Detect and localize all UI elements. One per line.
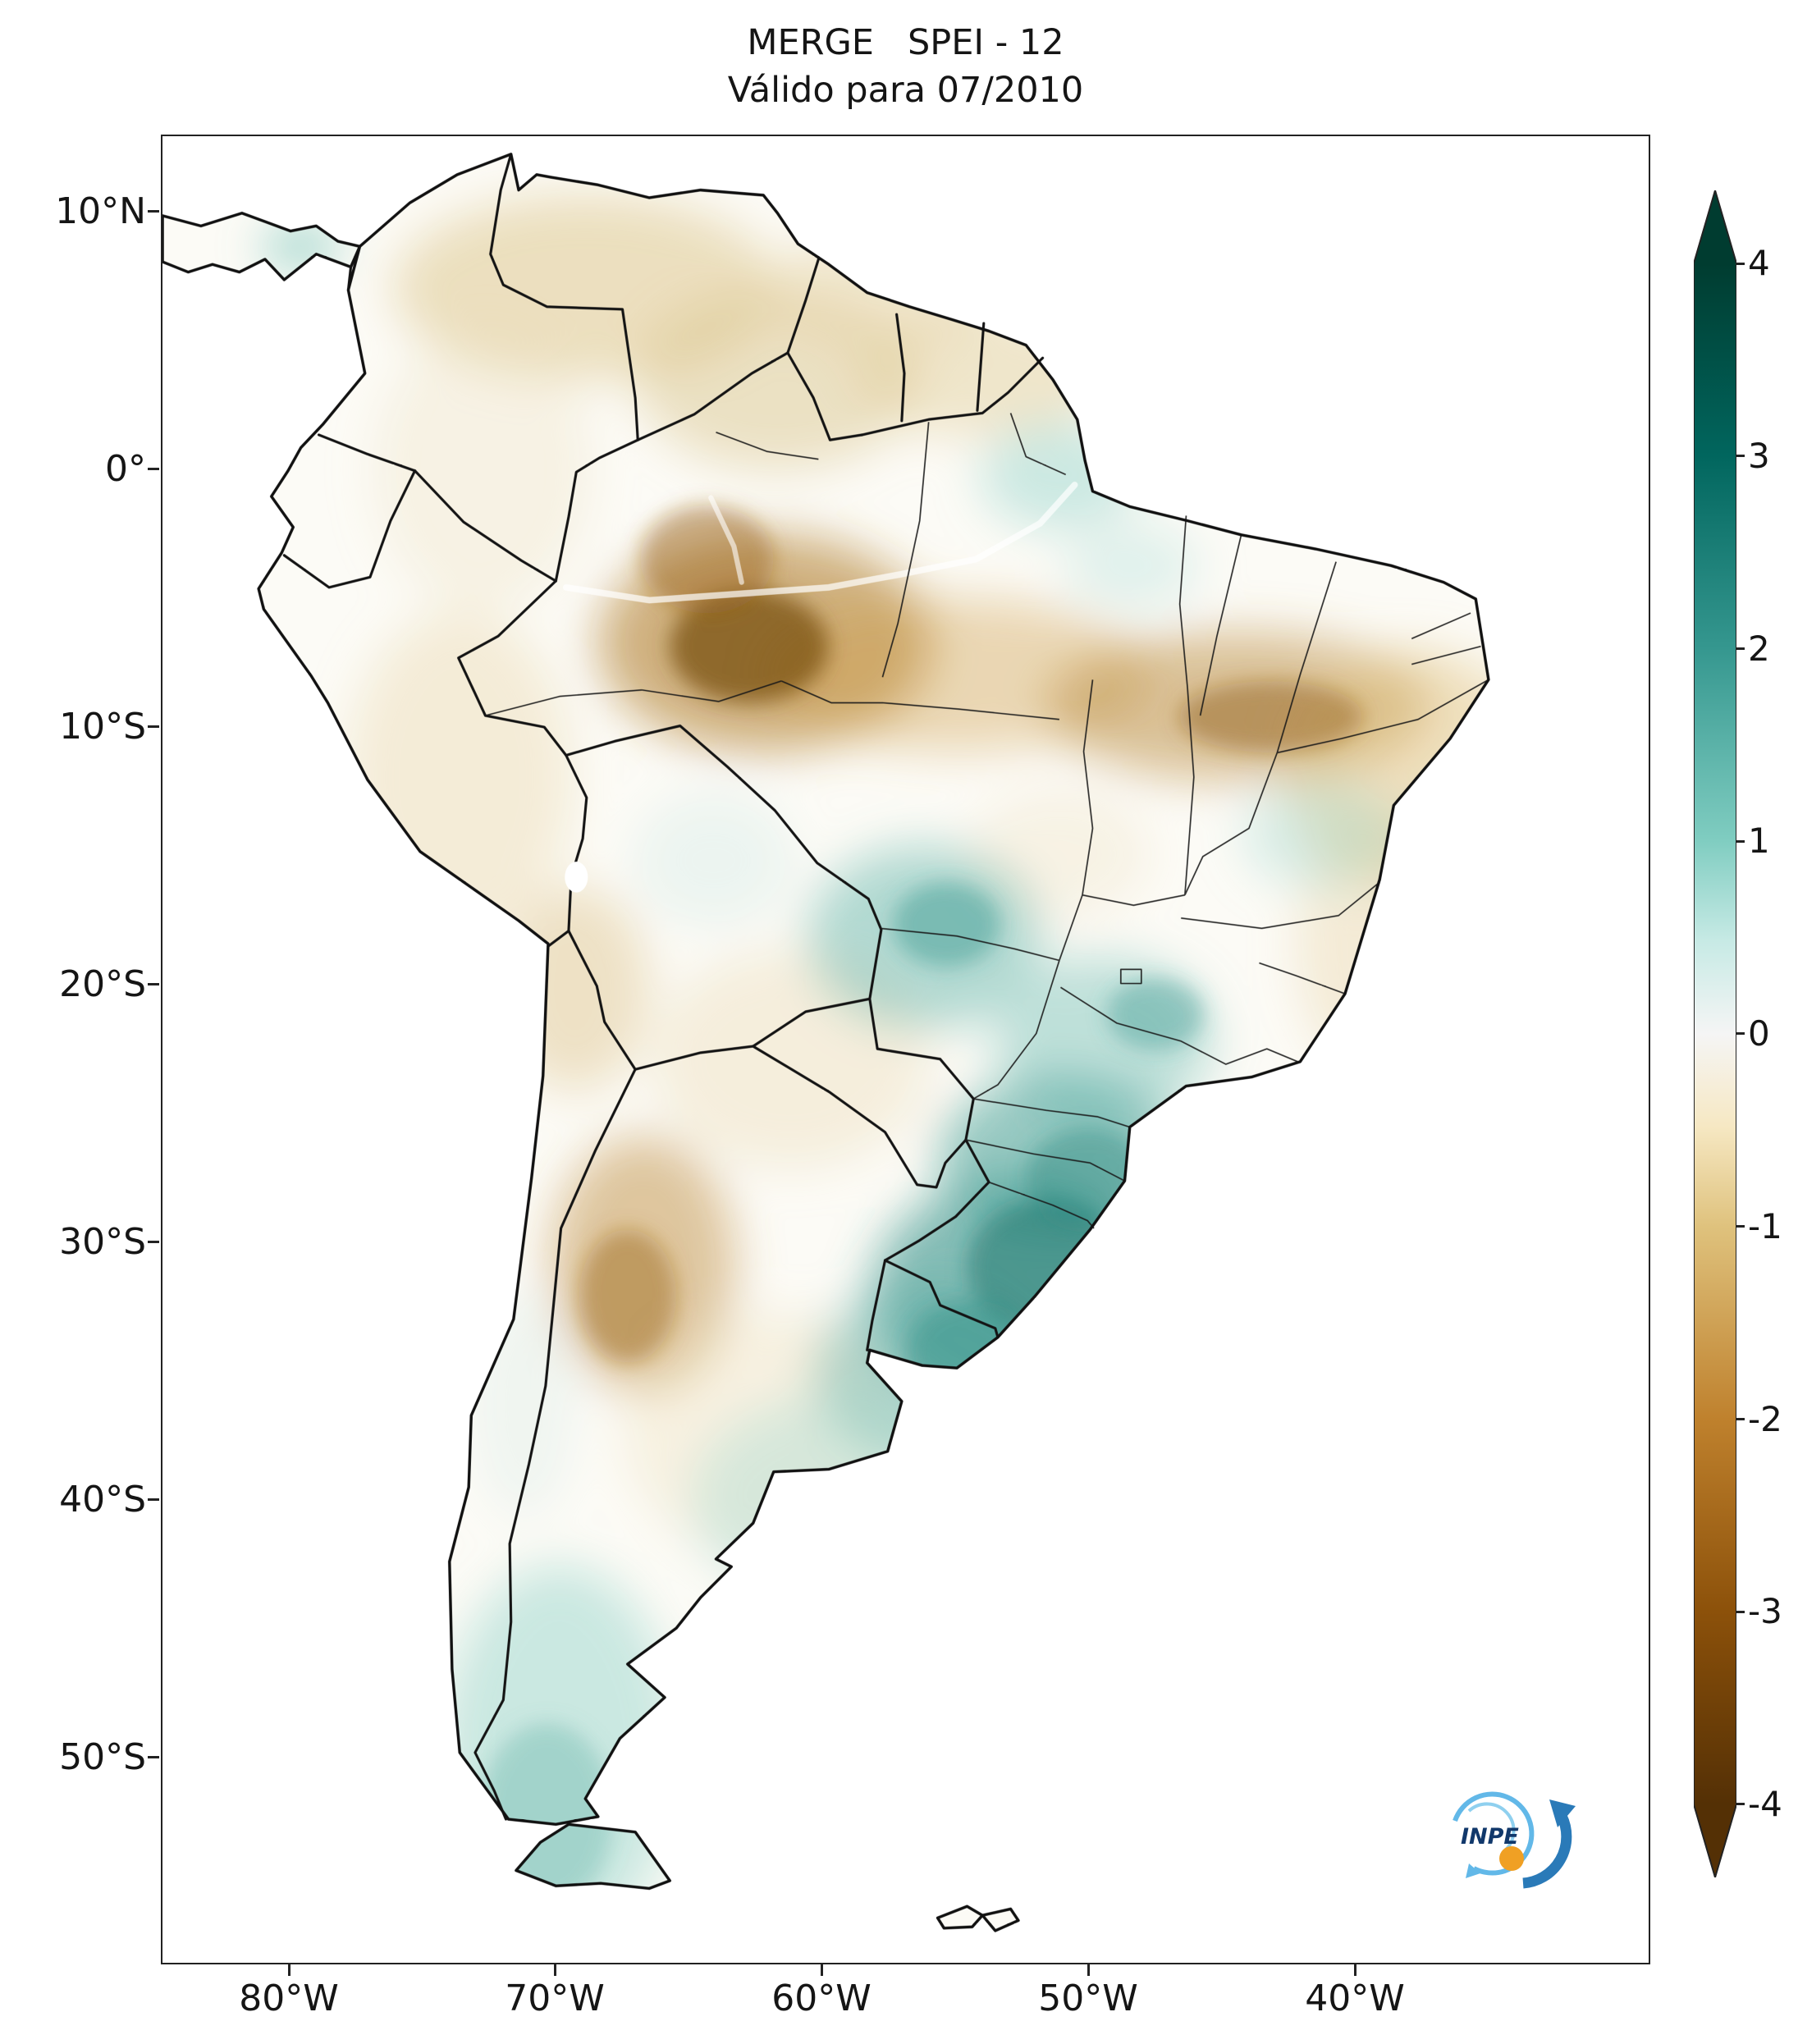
spei-raster-layer [262,194,1489,1889]
y-tick-label: 10°S [59,706,146,748]
spei-broad-anomalies [262,194,1489,1889]
colorbar-tick-label: -2 [1748,1399,1782,1439]
colorbar-tick-label: -3 [1748,1591,1782,1631]
y-tick-mark [148,210,159,213]
colorbar-tick-mark [1736,647,1745,650]
y-tick-label: 10°N [55,190,146,232]
y-tick-label: 50°S [59,1736,146,1778]
y-tick-mark [148,1498,159,1501]
colorbar-tick-label: 1 [1748,821,1770,861]
colorbar-tick-label: -4 [1748,1784,1782,1824]
x-tick-mark [1354,1964,1357,1976]
spei-anomaly-cores [480,505,1363,1889]
coastline [162,153,1490,1932]
colorbar [1694,190,1736,1877]
state-borders [485,413,1489,1229]
x-tick-label: 60°W [771,1978,872,2019]
map-plot-area: INPE [161,135,1650,1964]
south-america-spei-map [162,153,1490,1932]
inpe-logo-orange-dot [1499,1846,1524,1871]
x-tick-mark [554,1964,556,1976]
y-tick-label: 40°S [59,1479,146,1520]
x-tick-mark [821,1964,823,1976]
x-tick-mark [1087,1964,1090,1976]
colorbar-tick-label: 4 [1748,243,1770,283]
colorbar-tick-label: 0 [1748,1013,1770,1054]
y-tick-mark [148,1756,159,1758]
colorbar-tick-mark [1736,1418,1745,1420]
y-tick-mark [148,1241,159,1243]
colorbar-tick-mark [1736,263,1745,265]
colorbar-tick-mark [1736,1032,1745,1035]
colorbar-tick-mark [1736,1611,1745,1613]
colorbar-tick-label: -1 [1748,1206,1782,1246]
y-tick-label: 20°S [59,963,146,1005]
inpe-logo: INPE [1453,1791,1576,1889]
x-tick-label: 40°W [1305,1978,1405,2019]
figure-subtitle: Válido para 07/2010 [727,70,1084,111]
inpe-logo-text: INPE [1461,1824,1519,1850]
x-tick-label: 50°W [1038,1978,1138,2019]
country-borders [282,153,1045,1821]
x-tick-mark [288,1964,291,1976]
colorbar-tick-mark [1736,1803,1745,1805]
figure-title: MERGE SPEI - 12 [747,22,1064,63]
x-tick-label: 70°W [505,1978,605,2019]
y-tick-mark [148,983,159,985]
y-tick-label: 30°S [59,1221,146,1263]
inpe-logo-swirl [1453,1791,1535,1878]
colorbar-tick-mark [1736,1225,1745,1228]
colorbar-tick-label: 3 [1748,436,1770,476]
colorbar-gradient-bar [1694,190,1736,1877]
colorbar-tick-mark [1736,455,1745,457]
river-nodata-traces [562,481,1078,604]
colorbar-tick-mark [1736,840,1745,843]
x-tick-label: 80°W [239,1978,339,2019]
colorbar-tick-label: 2 [1748,629,1770,669]
lake-titicaca [565,862,588,893]
y-tick-label: 0° [105,448,146,490]
y-tick-mark [148,468,159,470]
inpe-logo-arrow [1522,1799,1576,1889]
y-tick-mark [148,725,159,728]
